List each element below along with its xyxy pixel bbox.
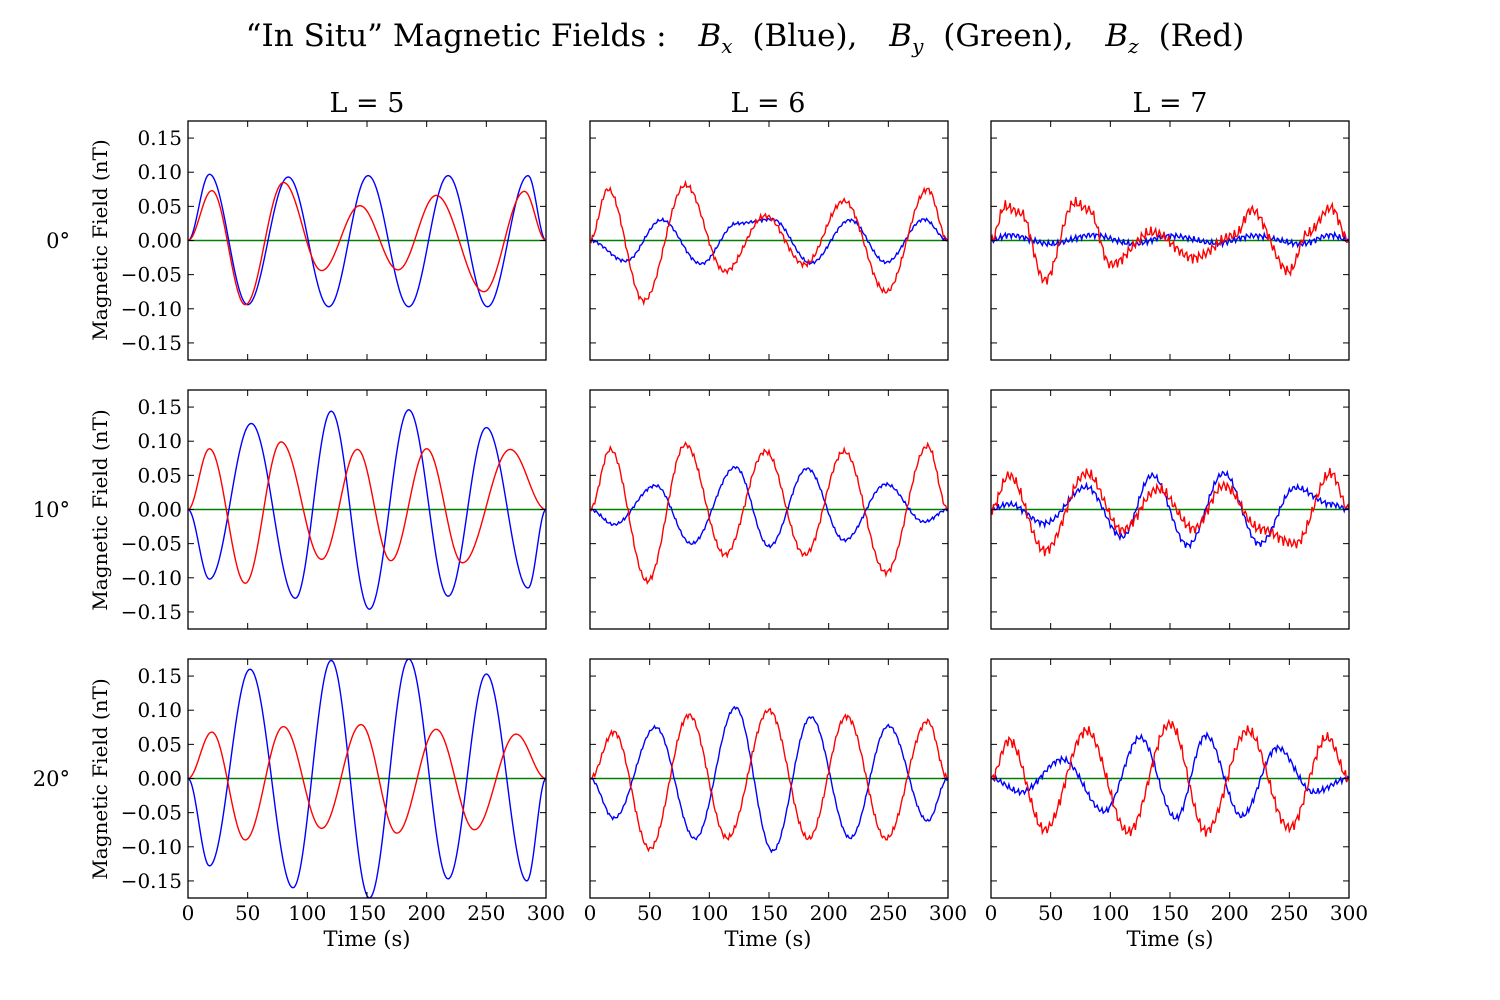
y-tick-label: 0.00: [137, 767, 182, 791]
x-tick-label: 250: [1270, 901, 1308, 925]
x-tick-label: 50: [1038, 901, 1063, 925]
series-bz-line: [590, 707, 948, 853]
x-tick-label: 250: [869, 901, 907, 925]
panel-r1-c1: [589, 389, 949, 630]
panel-r0-c1: [589, 120, 949, 361]
x-tick-label: 100: [288, 901, 326, 925]
series-bx-line: [590, 216, 948, 266]
y-tick-label: −0.15: [121, 600, 182, 624]
y-tick-label: 0.10: [137, 429, 182, 453]
row-label-10deg: 10°: [33, 498, 70, 522]
y-tick-label: −0.10: [121, 835, 182, 859]
x-tick-label: 100: [1091, 901, 1129, 925]
series-bz-line: [590, 179, 948, 307]
series-bx-line: [188, 173, 546, 308]
x-tick-label: 250: [467, 901, 505, 925]
panel-r2-c2: 0 50 100 150 200 250 300: [985, 658, 1368, 925]
series-bz-line: [991, 196, 1349, 285]
y-tick-label: −0.05: [121, 532, 182, 556]
x-axis-label-col1: Time (s): [725, 927, 812, 951]
series-bz-line: [991, 467, 1349, 557]
y-tick-label: 0.05: [137, 194, 182, 218]
panel-r0-c0: −0.15 −0.10 −0.05 0.00 0.05 0.10 0.15: [121, 120, 547, 361]
row-label-20deg: 20°: [33, 767, 70, 791]
series-bz-line: [991, 718, 1349, 837]
row-label-0deg: 0°: [46, 229, 70, 253]
series-bx-line: [991, 469, 1349, 550]
x-tick-label: 300: [1330, 901, 1368, 925]
panel-r1-c0: −0.15 −0.10 −0.05 0.00 0.05 0.10 0.15: [121, 389, 547, 630]
y-tick-label: −0.15: [121, 869, 182, 893]
y-tick-label: −0.15: [121, 331, 182, 355]
x-tick-label: 300: [929, 901, 967, 925]
y-tick-label: −0.10: [121, 297, 182, 321]
x-tick-label: 0: [182, 901, 195, 925]
x-tick-label: 200: [408, 901, 446, 925]
x-tick-label: 300: [527, 901, 565, 925]
panel-r0-c2: [990, 120, 1350, 361]
series-bx-line: [590, 705, 948, 854]
series-bx-line: [991, 230, 1349, 249]
x-tick-label: 150: [1151, 901, 1189, 925]
x-tick-label: 50: [637, 901, 662, 925]
y-tick-label: 0.10: [137, 160, 182, 184]
figure-title: “In Situ” Magnetic Fields : Bx (Blue), B…: [246, 18, 1245, 61]
column-title-l6: L = 6: [731, 88, 806, 119]
x-tick-label: 200: [810, 901, 848, 925]
x-tick-label: 50: [235, 901, 260, 925]
x-tick-label: 150: [348, 901, 386, 925]
x-tick-label: 0: [584, 901, 597, 925]
y-tick-label: −0.05: [121, 263, 182, 287]
y-axis-label-row2: Magnetic Field (nT): [88, 678, 112, 879]
series-bx-line: [188, 409, 546, 610]
x-tick-label: 150: [750, 901, 788, 925]
column-title-l5: L = 5: [330, 88, 405, 119]
series-bz-line: [188, 441, 546, 584]
y-tick-label: −0.05: [121, 801, 182, 825]
y-tick-label: 0.15: [137, 126, 182, 150]
series-bx-line: [590, 465, 948, 549]
y-axis-label-row0: Magnetic Field (nT): [88, 139, 112, 340]
y-tick-label: 0.00: [137, 229, 182, 253]
panel-r2-c0: −0.15 −0.10 −0.05 0.00 0.05 0.10 0.15 0 50 100 150…: [121, 658, 565, 925]
y-tick-label: 0.10: [137, 698, 182, 722]
y-axis-label-row1: Magnetic Field (nT): [88, 409, 112, 610]
series-bx-line: [991, 730, 1349, 823]
y-tick-label: 0.05: [137, 732, 182, 756]
column-title-l7: L = 7: [1133, 88, 1208, 119]
series-bz-line: [188, 181, 546, 306]
x-tick-label: 100: [690, 901, 728, 925]
panel-grid: −0.15−0.10−0.050.000.050.100.15−0.15−0.1…: [121, 120, 1368, 925]
y-tick-label: 0.00: [137, 498, 182, 522]
y-tick-label: 0.05: [137, 463, 182, 487]
panel-r1-c2: [990, 389, 1350, 630]
x-axis-label-col2: Time (s): [1127, 927, 1214, 951]
series-bz-line: [188, 723, 546, 841]
y-tick-label: 0.15: [137, 664, 182, 688]
x-tick-label: 0: [985, 901, 998, 925]
series-bz-line: [590, 441, 948, 585]
panel-r2-c1: 0 50 100 150 200 250 300: [584, 658, 967, 925]
x-tick-label: 200: [1211, 901, 1249, 925]
y-tick-label: −0.10: [121, 566, 182, 590]
x-axis-label-col0: Time (s): [324, 927, 411, 951]
y-tick-label: 0.15: [137, 395, 182, 419]
